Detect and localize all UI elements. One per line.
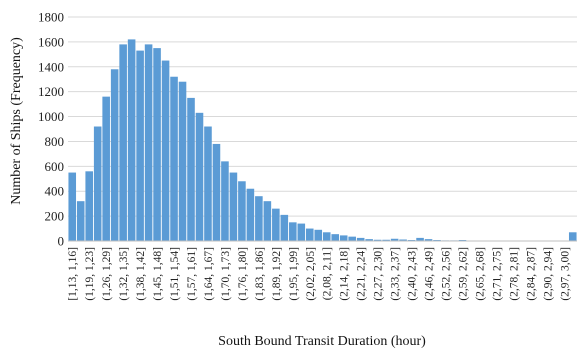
- y-tick-label: 0: [58, 234, 65, 249]
- histogram-bar: [144, 44, 153, 241]
- x-tick-label: (1,76, 1,80]: [237, 247, 249, 301]
- x-tick-label: (1,26, 1,29]: [101, 247, 113, 301]
- histogram-bar: [102, 96, 110, 241]
- y-tick-label: 600: [45, 159, 65, 174]
- histogram-bar: [339, 235, 348, 241]
- histogram-bar: [331, 234, 340, 241]
- histogram-bar: [382, 239, 390, 241]
- x-tick-label: (2,78, 2,81]: [508, 247, 520, 301]
- x-tick-label: (2,27, 2,30]: [373, 247, 385, 301]
- histogram-bar: [93, 126, 102, 241]
- x-tick-label: (1,19, 1,23]: [84, 247, 96, 301]
- x-tick-label: [1,13, 1,16]: [67, 247, 79, 301]
- histogram-bar: [85, 171, 93, 241]
- x-tick-label: (2,14, 2,18]: [339, 247, 351, 301]
- histogram-bar: [153, 48, 161, 241]
- histogram-bar: [322, 232, 331, 241]
- x-tick-label: (2,33, 2,37]: [390, 247, 402, 301]
- bars: [68, 39, 577, 242]
- histogram-bar: [229, 172, 238, 241]
- x-tick-label: (2,52, 2,56]: [441, 247, 453, 301]
- y-tick-label: 400: [45, 184, 65, 199]
- histogram-bar: [255, 196, 263, 241]
- x-tick-label: (2,71, 2,75]: [491, 247, 503, 301]
- histogram-bar: [568, 232, 577, 241]
- x-tick-label: (1,57, 1,61]: [186, 247, 198, 301]
- y-tick-label: 1800: [38, 10, 64, 25]
- y-tick-label: 1400: [38, 59, 64, 74]
- histogram-bar: [365, 239, 373, 241]
- x-tick-label: (2,02, 2,05]: [305, 247, 317, 301]
- histogram-bar: [314, 229, 323, 241]
- x-tick-label: (2,40, 2,43]: [407, 247, 419, 301]
- histogram-bar: [272, 208, 280, 241]
- histogram-bar: [119, 44, 127, 241]
- y-tick-label: 800: [45, 134, 65, 149]
- x-tick-label: (1,38, 1,42]: [135, 247, 147, 301]
- histogram-bar: [127, 39, 136, 242]
- x-tick-label: (1,51, 1,54]: [169, 247, 181, 301]
- histogram-bar: [195, 112, 204, 241]
- x-tick-label: (1,45, 1,48]: [152, 247, 164, 301]
- x-tick-label: (1,70, 1,73]: [220, 247, 232, 301]
- y-tick-label: 200: [45, 209, 65, 224]
- histogram-bar: [246, 188, 255, 241]
- x-tick-label: (2,65, 2,68]: [474, 247, 486, 301]
- histogram-bar: [136, 50, 144, 241]
- x-tick-label: (1,95, 1,99]: [288, 247, 300, 301]
- histogram-bar: [76, 201, 85, 241]
- x-tick-label: (2,97, 3,00]: [559, 247, 571, 301]
- x-tick-label: (1,89, 1,92]: [271, 247, 283, 301]
- histogram-bar: [68, 172, 77, 241]
- histogram-bar: [390, 238, 399, 241]
- x-tick-label: (2,84, 2,87]: [525, 247, 537, 301]
- x-tick-labels: [1,13, 1,16] (1,19, 1,23] (1,26, 1,29] (1,3…: [67, 247, 571, 301]
- histogram-bar: [204, 126, 212, 241]
- histogram-bar: [399, 239, 407, 241]
- histogram-bar: [110, 69, 119, 242]
- histogram-bar: [170, 76, 178, 241]
- histogram-bar: [305, 228, 314, 241]
- histogram-bar: [348, 236, 356, 241]
- histogram-bar: [187, 97, 195, 241]
- histogram-bar: [280, 214, 289, 241]
- x-tick-label: (2,90, 2,94]: [542, 247, 554, 301]
- histogram-bar: [238, 181, 246, 241]
- x-tick-label: (2,46, 2,49]: [424, 247, 436, 301]
- histogram-bar: [356, 237, 365, 241]
- histogram-bar: [289, 222, 297, 241]
- y-axis-title: Number of Ships (Frequency): [9, 37, 24, 205]
- y-tick-label: 1200: [38, 84, 64, 99]
- histogram-bar: [178, 81, 187, 242]
- histogram-bar: [212, 143, 221, 241]
- x-tick-label: (2,21, 2,24]: [356, 247, 368, 301]
- histogram-bar: [221, 161, 229, 241]
- y-tick-label: 1000: [38, 109, 64, 124]
- histogram-bar: [373, 239, 382, 241]
- gridlines: [68, 16, 577, 217]
- histogram-bar: [297, 223, 306, 241]
- x-tick-label: (1,64, 1,67]: [203, 247, 215, 301]
- x-tick-label: (1,32, 1,35]: [118, 247, 130, 301]
- histogram-bar: [263, 201, 272, 241]
- x-tick-label: (2,08, 2,11]: [322, 247, 334, 300]
- y-tick-label: 1600: [38, 34, 64, 49]
- x-axis-title: South Bound Transit Duration (hour): [218, 334, 426, 349]
- x-tick-label: (2,59, 2,62]: [457, 247, 469, 301]
- histogram-bar: [416, 237, 424, 241]
- y-tick-labels: 0 200 400 600 800 1000 1200 1400 1600 1800: [38, 10, 64, 249]
- histogram-bar: [424, 239, 433, 241]
- histogram-bar: [161, 60, 170, 242]
- x-tick-label: (1,83, 1,86]: [254, 247, 266, 301]
